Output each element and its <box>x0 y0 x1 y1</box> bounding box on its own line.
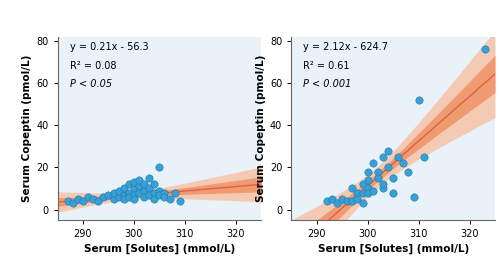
Text: Heart Failure: Heart Failure <box>358 17 449 30</box>
Point <box>364 170 372 174</box>
Point <box>120 186 128 190</box>
Text: y = 0.21x - 56.3: y = 0.21x - 56.3 <box>70 42 148 52</box>
Point <box>384 165 392 170</box>
Point <box>145 193 153 197</box>
Point <box>140 182 148 186</box>
Point <box>130 180 138 184</box>
Point <box>150 182 158 186</box>
Point <box>125 182 133 186</box>
Point <box>374 176 382 180</box>
Point <box>176 199 184 203</box>
Text: B: B <box>300 17 309 30</box>
Point <box>156 193 164 197</box>
Point <box>394 155 402 159</box>
Point <box>130 193 138 197</box>
Point <box>120 197 128 201</box>
Point <box>64 199 72 203</box>
Point <box>389 176 397 180</box>
Point <box>130 197 138 201</box>
Point <box>110 190 118 195</box>
Point <box>481 47 489 51</box>
Text: R² = 0.61: R² = 0.61 <box>304 61 350 70</box>
Point <box>160 195 168 199</box>
Point <box>374 170 382 174</box>
Point <box>358 201 366 205</box>
Point <box>379 155 387 159</box>
Point <box>160 190 168 195</box>
Point <box>150 190 158 195</box>
Point <box>150 197 158 201</box>
Text: P < 0.001: P < 0.001 <box>304 79 352 89</box>
Point <box>135 184 143 188</box>
Point <box>125 190 133 195</box>
Point <box>364 190 372 195</box>
Point <box>344 199 351 203</box>
Point <box>410 195 418 199</box>
Point <box>114 195 122 199</box>
Point <box>140 195 148 199</box>
Point <box>74 197 82 201</box>
Point <box>120 193 128 197</box>
Point <box>358 190 366 195</box>
Point <box>389 190 397 195</box>
Point <box>170 190 178 195</box>
Point <box>135 190 143 195</box>
X-axis label: Serum [Solutes] (mmol/L): Serum [Solutes] (mmol/L) <box>318 243 469 254</box>
Point <box>364 186 372 190</box>
Point <box>354 197 362 201</box>
Point <box>125 195 133 199</box>
Point <box>333 201 341 205</box>
Point <box>69 201 77 205</box>
Point <box>323 199 331 203</box>
Point <box>348 199 356 203</box>
Point <box>414 98 422 102</box>
Point <box>328 197 336 201</box>
Point <box>156 165 164 170</box>
Point <box>94 199 102 203</box>
Point <box>110 197 118 201</box>
Text: y = 2.12x - 624.7: y = 2.12x - 624.7 <box>304 42 388 52</box>
Point <box>404 170 412 174</box>
Point <box>135 178 143 182</box>
Point <box>130 186 138 190</box>
Point <box>100 195 108 199</box>
Point <box>156 188 164 193</box>
Point <box>364 178 372 182</box>
Point <box>369 161 377 165</box>
Point <box>384 148 392 152</box>
Point <box>145 176 153 180</box>
Point <box>400 161 407 165</box>
Point <box>369 188 377 193</box>
Text: A: A <box>66 17 76 30</box>
Y-axis label: Serum Copeptin (pmol/L): Serum Copeptin (pmol/L) <box>22 55 32 202</box>
Text: Healthy: Healthy <box>142 17 197 30</box>
Point <box>354 190 362 195</box>
Y-axis label: Serum Copeptin (pmol/L): Serum Copeptin (pmol/L) <box>256 55 266 202</box>
X-axis label: Serum [Solutes] (mmol/L): Serum [Solutes] (mmol/L) <box>84 243 235 254</box>
Point <box>104 193 112 197</box>
Point <box>140 188 148 193</box>
Point <box>348 186 356 190</box>
Text: P < 0.05: P < 0.05 <box>70 79 112 89</box>
Point <box>358 182 366 186</box>
Point <box>420 155 428 159</box>
Text: R² = 0.08: R² = 0.08 <box>70 61 116 70</box>
Point <box>379 186 387 190</box>
Point <box>89 197 97 201</box>
Point <box>166 197 173 201</box>
Point <box>379 182 387 186</box>
Point <box>114 188 122 193</box>
Point <box>145 186 153 190</box>
Point <box>84 195 92 199</box>
Point <box>338 197 346 201</box>
Point <box>79 199 87 203</box>
